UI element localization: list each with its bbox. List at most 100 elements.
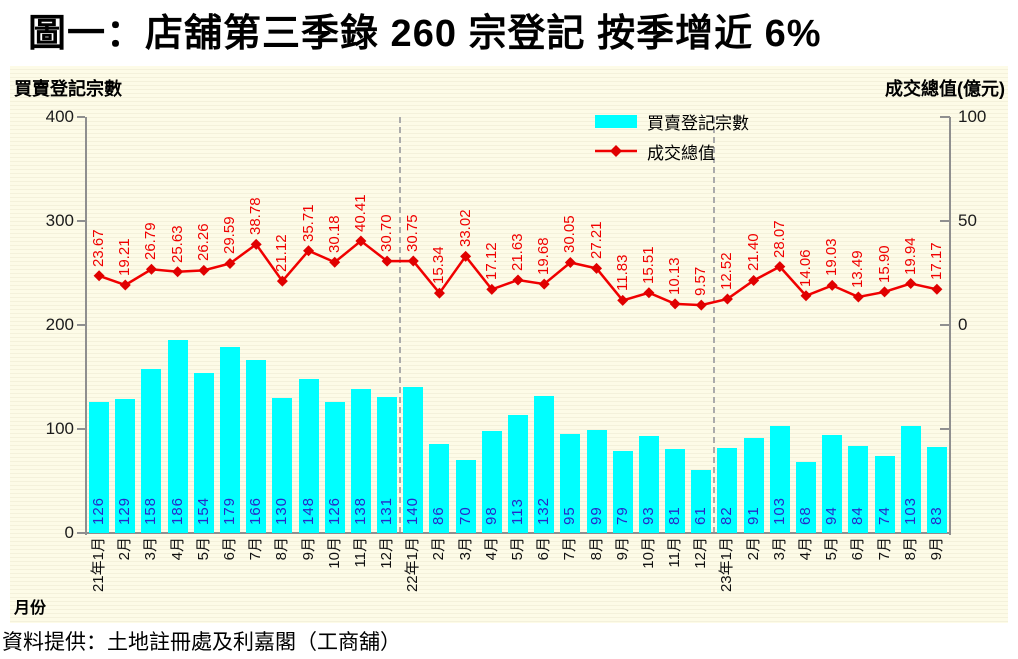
x-axis-month-label: 12月 [692, 537, 710, 569]
line-value-label: 23.67 [90, 229, 108, 267]
line-value-label: 29.59 [221, 216, 238, 255]
registration-bar [822, 435, 843, 533]
line-marker-diamond [329, 256, 341, 268]
line-marker-diamond [355, 235, 367, 247]
line-value-label: 19.21 [116, 238, 134, 277]
line-marker-diamond [721, 293, 733, 305]
line-marker-diamond [486, 283, 498, 295]
registration-bar [403, 387, 424, 533]
left-axis-title: 買賣登記宗數 [14, 79, 122, 99]
x-axis-month-label: 23年1月 [718, 537, 736, 593]
line-value-label: 30.75 [404, 214, 422, 253]
x-axis-month-label: 12月 [378, 537, 396, 569]
right-axis-line [949, 117, 951, 535]
right-axis-tick [940, 220, 950, 222]
registration-bar [874, 456, 895, 533]
right-axis-tick [940, 116, 950, 118]
x-axis-month-label: 6月 [849, 537, 867, 561]
line-value-label: 30.05 [561, 215, 579, 254]
line-marker-diamond [643, 287, 655, 299]
registration-bar [900, 425, 921, 533]
x-axis-month-label: 3月 [770, 537, 788, 561]
registration-bar [324, 401, 345, 533]
registration-bar [665, 448, 686, 533]
year-separator-line [713, 117, 716, 533]
left-axis-tick [77, 220, 85, 222]
line-value-label: 9.57 [692, 266, 710, 297]
transaction-value-line [93, 235, 943, 311]
registration-bar [508, 415, 528, 533]
registration-bar [272, 397, 293, 533]
registration-bar [246, 360, 267, 533]
right-axis-tick-label: 0 [958, 315, 968, 334]
line-marker-diamond [879, 286, 891, 298]
line-value-label: 12.52 [718, 252, 736, 290]
line-value-label: 38.78 [247, 197, 265, 236]
line-value-label: 13.49 [849, 250, 867, 288]
x-axis-month-label: 7月 [561, 537, 579, 561]
x-axis-month-label: 2月 [430, 537, 448, 561]
x-axis-month-label: 5月 [509, 537, 526, 561]
line-value-label: 14.06 [797, 249, 814, 287]
x-axis-month-label: 8月 [901, 537, 919, 561]
left-axis-tick-label: 300 [45, 211, 74, 230]
line-marker-diamond [852, 291, 864, 303]
line-marker-diamond [538, 278, 550, 290]
registration-bar [560, 434, 581, 533]
registration-bar [743, 438, 764, 533]
line-value-label: 15.90 [875, 245, 893, 283]
registration-bar [691, 469, 712, 533]
line-value-label: 26.79 [142, 222, 160, 261]
registration-bar [717, 447, 738, 533]
left-axis-tick-label: 100 [45, 419, 74, 438]
x-axis-month-label: 3月 [456, 537, 474, 561]
line-marker-diamond [119, 279, 131, 291]
x-axis-month-label: 9月 [927, 537, 945, 561]
year-separator-line [399, 117, 402, 533]
registration-bar [377, 396, 398, 533]
source-note: 資料提供：土地註冊處及利嘉閣（工商舖） [2, 631, 401, 654]
x-axis-month-label: 6月 [535, 537, 553, 561]
legend-item-total-value: 成交總值 [595, 138, 749, 164]
registration-bar [141, 368, 162, 533]
line-marker-diamond [826, 279, 838, 291]
registration-bar [586, 430, 607, 533]
x-axis-month-label: 4月 [482, 537, 500, 561]
right-axis-tick-label: 100 [958, 107, 987, 126]
registration-bar [193, 372, 214, 533]
x-axis-month-label: 6月 [221, 537, 238, 561]
line-value-label: 30.70 [378, 214, 396, 253]
x-axis-month-label: 9月 [613, 537, 631, 561]
registration-bar [298, 379, 319, 533]
line-marker-diamond [617, 294, 629, 306]
line-marker-diamond [512, 274, 524, 286]
line-value-label: 21.40 [744, 233, 762, 272]
line-marker-diamond [145, 263, 157, 275]
line-value-label: 19.94 [901, 236, 919, 275]
line-marker-diamond [303, 245, 315, 257]
line-value-label: 21.12 [273, 234, 291, 273]
line-marker-diamond [905, 278, 917, 290]
x-axis-month-label: 10月 [639, 537, 657, 569]
x-axis-month-label: 9月 [299, 537, 317, 561]
line-marker-diamond [250, 238, 262, 250]
line-value-label: 15.51 [639, 246, 657, 284]
line-marker-diamond [564, 256, 576, 268]
line-value-label: 15.34 [430, 246, 448, 285]
line-marker-diamond [433, 287, 445, 299]
line-marker-diamond [931, 283, 943, 295]
registration-bar [481, 431, 502, 533]
left-axis-tick [77, 532, 85, 534]
line-value-label: 11.83 [613, 254, 631, 292]
registration-bar [115, 398, 136, 533]
line-value-label: 27.21 [587, 221, 605, 260]
x-axis-month-label: 4月 [797, 537, 814, 561]
left-axis-tick-label: 400 [45, 107, 74, 126]
registration-bar [848, 445, 869, 533]
line-value-label: 35.71 [299, 204, 317, 242]
x-axis-month-label: 21年1月 [90, 537, 108, 593]
line-value-label: 21.63 [509, 233, 526, 271]
line-marker-diamond [800, 290, 812, 302]
line-marker-diamond [591, 262, 603, 274]
